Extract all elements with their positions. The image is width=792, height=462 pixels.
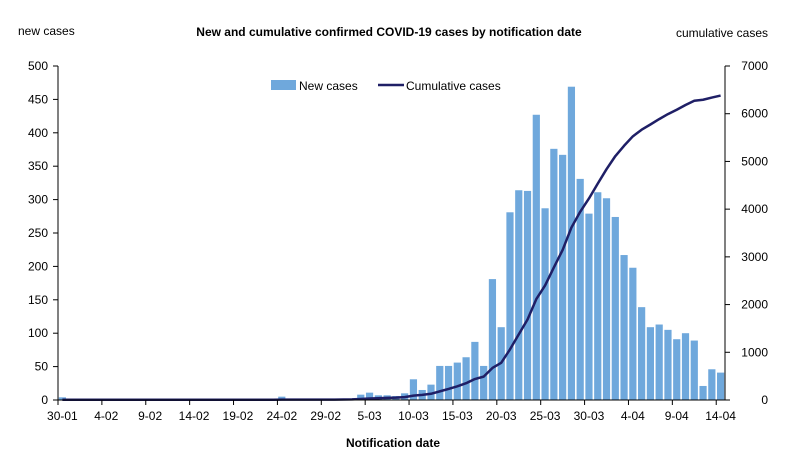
- bar-new-cases-21-03: [506, 212, 514, 400]
- left-y-tick-label: 400: [28, 126, 48, 140]
- bar-new-cases-12-04: [699, 385, 707, 400]
- bar-new-cases-06-04: [646, 327, 654, 400]
- bar-new-cases-10-03: [409, 379, 418, 400]
- bar-new-cases-12-03: [427, 384, 435, 400]
- bar-new-cases-04-04: [629, 267, 637, 400]
- left-y-tick-label: 250: [28, 226, 48, 240]
- x-tick-label: 30-03: [574, 409, 605, 423]
- bar-new-cases-26-03: [550, 148, 558, 400]
- left-y-tick-label: 200: [28, 259, 48, 273]
- right-y-tick-label: 2000: [741, 298, 768, 312]
- tick-labels: 0501001502002503003504004505000100020003…: [28, 59, 768, 423]
- bar-new-cases-22-03: [515, 190, 523, 400]
- left-y-tick-label: 450: [28, 92, 48, 106]
- left-y-tick-label: 300: [28, 193, 48, 207]
- right-y-tick-label: 7000: [741, 59, 768, 73]
- left-y-tick-label: 0: [41, 393, 48, 407]
- right-y-tick-label: 1000: [741, 345, 768, 359]
- left-y-tick-label: 350: [28, 159, 48, 173]
- x-tick-label: 5-03: [358, 409, 382, 423]
- bar-new-cases-11-04: [690, 340, 698, 400]
- bar-new-cases-08-04: [664, 329, 672, 400]
- new-cases-bars: [58, 86, 725, 401]
- right-y-tick-label: 4000: [741, 202, 768, 216]
- bar-new-cases-16-03: [462, 357, 470, 400]
- x-tick-label: 20-03: [486, 409, 517, 423]
- bar-new-cases-18-03: [480, 365, 488, 400]
- bar-new-cases-25-03: [541, 208, 549, 400]
- bar-new-cases-04-03: [357, 394, 365, 400]
- bar-new-cases-15-03: [453, 362, 461, 400]
- bar-new-cases-14-03: [444, 365, 453, 400]
- x-tick-label: 9-02: [138, 409, 162, 423]
- bar-new-cases-29-03: [576, 178, 584, 400]
- left-y-tick-label: 150: [28, 293, 48, 307]
- left-y-tick-label: 50: [35, 360, 49, 374]
- left-axis-label: new cases: [18, 24, 75, 38]
- x-tick-label: 25-03: [530, 409, 561, 423]
- bar-new-cases-17-03: [471, 341, 479, 400]
- axes: [53, 65, 730, 405]
- bar-new-cases-13-04: [708, 369, 716, 400]
- x-tick-label: 19-02: [223, 409, 254, 423]
- legend-label-cumulative-cases: Cumulative cases: [406, 79, 501, 93]
- bar-new-cases-02-04: [611, 216, 619, 400]
- bar-new-cases-10-04: [681, 333, 690, 400]
- bar-new-cases-30-03: [585, 213, 593, 400]
- x-tick-label: 4-02: [94, 409, 118, 423]
- x-tick-label: 10-03: [398, 409, 429, 423]
- x-tick-label: 14-02: [179, 409, 210, 423]
- x-tick-label: 9-04: [665, 409, 689, 423]
- bar-new-cases-27-03: [559, 154, 567, 400]
- x-tick-label: 15-03: [442, 409, 473, 423]
- bar-new-cases-07-04: [655, 324, 663, 400]
- legend-swatch-new-cases: [271, 80, 296, 90]
- x-tick-label: 29-02: [310, 409, 341, 423]
- legend: New cases Cumulative cases: [271, 79, 501, 93]
- chart-title: New and cumulative confirmed COVID-19 ca…: [196, 25, 582, 39]
- x-tick-label: 30-01: [47, 409, 78, 423]
- x-axis-label: Notification date: [346, 436, 440, 450]
- bar-new-cases-31-03: [594, 192, 602, 400]
- right-y-tick-label: 0: [761, 393, 768, 407]
- x-tick-label: 14-04: [705, 409, 736, 423]
- bar-new-cases-28-03: [567, 86, 576, 401]
- left-y-tick-label: 100: [28, 326, 48, 340]
- legend-label-new-cases: New cases: [299, 79, 358, 93]
- bar-new-cases-24-03: [532, 114, 540, 400]
- right-y-tick-label: 5000: [741, 154, 768, 168]
- right-y-tick-label: 6000: [741, 107, 768, 121]
- left-y-tick-label: 500: [28, 59, 48, 73]
- bar-new-cases-05-04: [638, 307, 646, 400]
- bar-new-cases-23-03: [523, 190, 532, 400]
- x-tick-label: 4-04: [621, 409, 645, 423]
- right-axis-label: cumulative cases: [676, 26, 768, 40]
- bar-new-cases-19-03: [488, 279, 497, 400]
- bar-new-cases-05-03: [365, 392, 374, 400]
- bar-new-cases-13-03: [436, 365, 444, 400]
- bar-new-cases-09-04: [673, 339, 681, 400]
- x-tick-label: 24-02: [266, 409, 297, 423]
- bar-new-cases-01-04: [602, 198, 611, 400]
- bar-new-cases-03-04: [620, 255, 628, 400]
- right-y-tick-label: 3000: [741, 250, 768, 264]
- bar-new-cases-14-04: [717, 372, 725, 400]
